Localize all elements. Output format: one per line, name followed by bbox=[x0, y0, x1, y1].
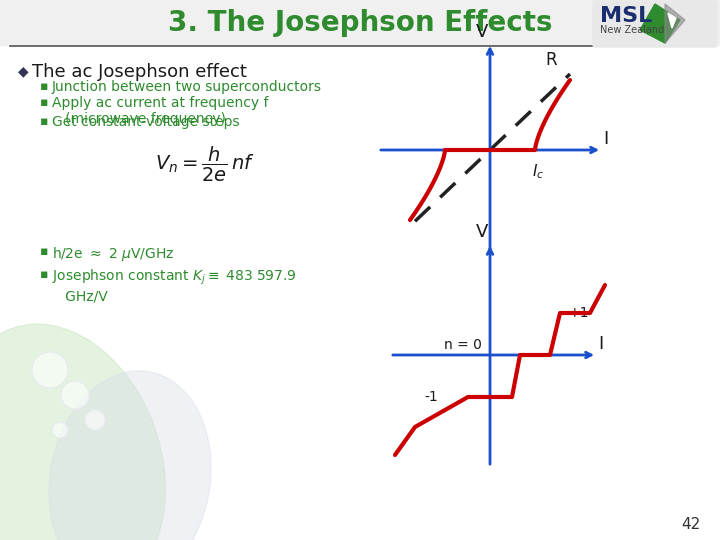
Text: MSL: MSL bbox=[600, 6, 652, 26]
Text: ▪: ▪ bbox=[40, 96, 48, 109]
FancyBboxPatch shape bbox=[593, 1, 717, 47]
Text: h/2e $\approx$ 2 $\mu$V/GHz: h/2e $\approx$ 2 $\mu$V/GHz bbox=[52, 245, 174, 263]
Text: ◆: ◆ bbox=[18, 64, 29, 78]
Text: $V_n = \dfrac{h}{2e}\,nf$: $V_n = \dfrac{h}{2e}\,nf$ bbox=[155, 145, 255, 184]
Text: V: V bbox=[476, 23, 488, 41]
Text: -1: -1 bbox=[424, 390, 438, 404]
Text: ▪: ▪ bbox=[40, 115, 48, 128]
Text: ▪: ▪ bbox=[40, 268, 48, 281]
Text: Apply ac current at frequency f
   (microwave frequency): Apply ac current at frequency f (microwa… bbox=[52, 96, 269, 126]
Text: Josephson constant $\mathit{K_j}$$\equiv$ 483 597.9
   GHz/V: Josephson constant $\mathit{K_j}$$\equiv… bbox=[52, 268, 297, 303]
Text: ▪: ▪ bbox=[40, 80, 48, 93]
Circle shape bbox=[32, 352, 68, 388]
Text: +1: +1 bbox=[568, 306, 588, 320]
Ellipse shape bbox=[0, 324, 166, 540]
Polygon shape bbox=[665, 4, 685, 43]
Ellipse shape bbox=[49, 371, 211, 540]
Text: V: V bbox=[476, 223, 488, 241]
Text: The ac Josephson effect: The ac Josephson effect bbox=[32, 63, 247, 81]
Text: ▪: ▪ bbox=[40, 245, 48, 258]
Text: I: I bbox=[603, 130, 608, 148]
Polygon shape bbox=[640, 4, 680, 43]
Circle shape bbox=[52, 422, 68, 438]
Text: Get constant-voltage steps: Get constant-voltage steps bbox=[52, 115, 240, 129]
Circle shape bbox=[61, 381, 89, 409]
Text: $I_c$: $I_c$ bbox=[532, 162, 544, 181]
Text: Junction between two superconductors: Junction between two superconductors bbox=[52, 80, 322, 94]
Circle shape bbox=[85, 410, 105, 430]
Text: R: R bbox=[545, 51, 557, 69]
Polygon shape bbox=[668, 13, 676, 28]
Text: I: I bbox=[598, 335, 603, 353]
Text: 3. The Josephson Effects: 3. The Josephson Effects bbox=[168, 9, 552, 37]
Text: New Zealand: New Zealand bbox=[600, 25, 665, 35]
Bar bbox=[0, 0, 720, 45]
Text: 42: 42 bbox=[680, 517, 700, 532]
Text: n = 0: n = 0 bbox=[444, 338, 482, 352]
